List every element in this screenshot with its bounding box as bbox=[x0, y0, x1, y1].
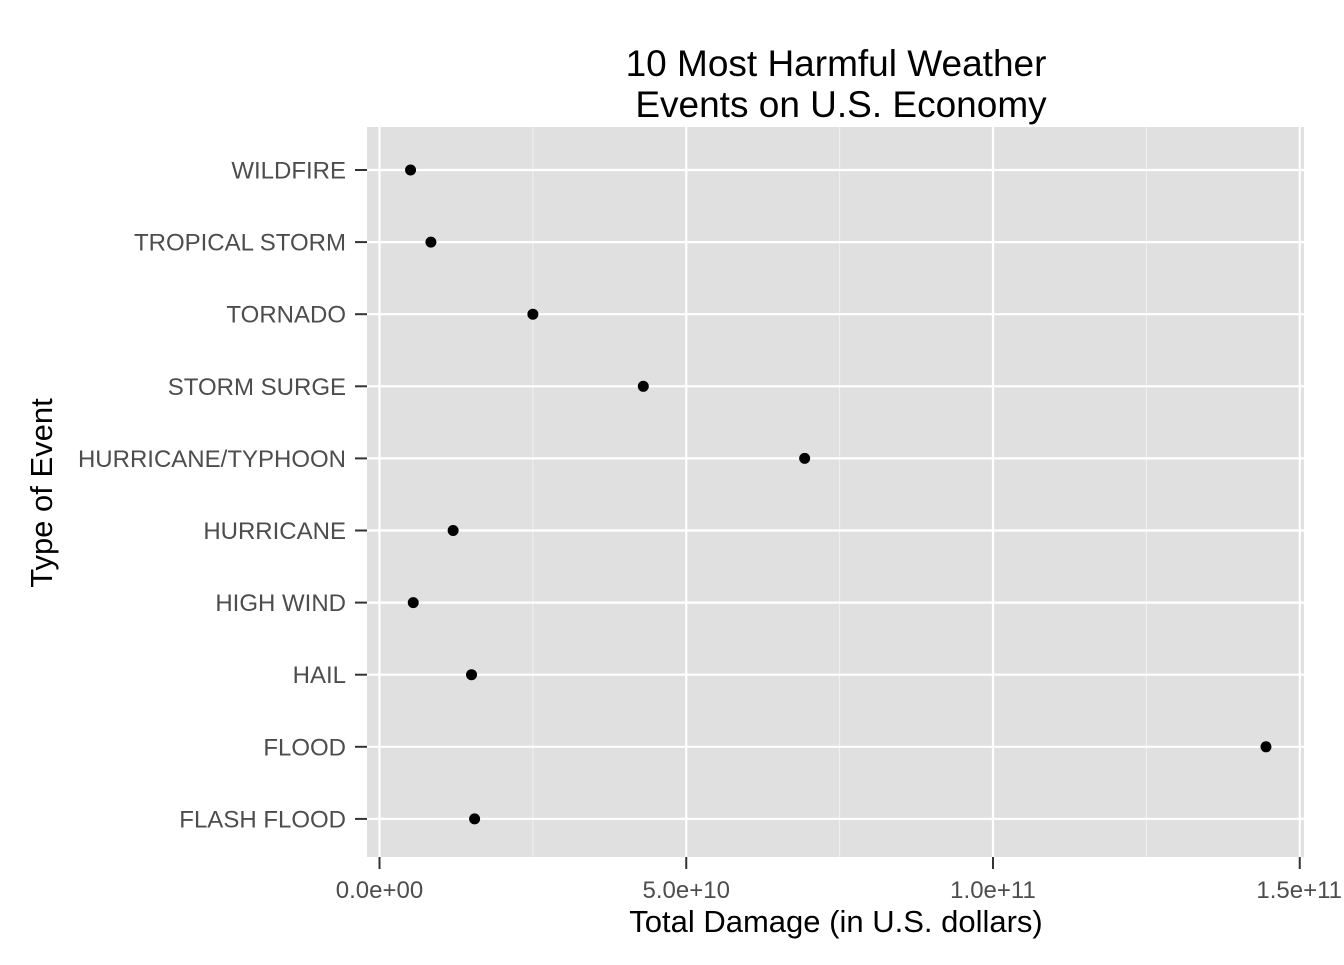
y-axis-ticks: WILDFIRE TROPICAL STORM TORNADO STORM SURGE… bbox=[78, 158, 367, 833]
y-tick-label-4: HURRICANE/TYPHOON bbox=[78, 446, 346, 473]
x-axis-title: Total Damage (in U.S. dollars) bbox=[629, 904, 1043, 939]
x-tick-label-1: 5.0e+10 bbox=[643, 877, 730, 904]
y-tick-label-5: HURRICANE bbox=[203, 518, 346, 545]
y-tick-label-1: TROPICAL STORM bbox=[134, 230, 346, 257]
chart-title-line-1: 10 Most Harmful Weather bbox=[626, 43, 1047, 84]
x-tick-label-3: 1.5e+11 bbox=[1256, 877, 1342, 904]
y-axis-title: Type of Event bbox=[24, 398, 59, 588]
plot-panel bbox=[367, 127, 1304, 857]
y-tick-label-9: FLASH FLOOD bbox=[179, 806, 346, 833]
data-point-0 bbox=[405, 164, 417, 176]
x-tick-label-2: 1.0e+11 bbox=[950, 877, 1036, 904]
y-tick-label-3: STORM SURGE bbox=[168, 374, 346, 401]
data-point-7 bbox=[466, 669, 478, 681]
x-tick-label-0: 0.0e+00 bbox=[336, 877, 423, 904]
data-point-2 bbox=[527, 308, 539, 320]
y-tick-label-8: FLOOD bbox=[263, 734, 346, 761]
data-point-9 bbox=[469, 813, 481, 825]
data-point-4 bbox=[799, 452, 811, 464]
minor-gridlines bbox=[532, 127, 1147, 857]
y-tick-label-7: HAIL bbox=[293, 662, 346, 689]
data-point-8 bbox=[1260, 741, 1272, 753]
data-point-5 bbox=[447, 525, 459, 536]
y-tick-label-6: HIGH WIND bbox=[215, 590, 346, 617]
data-point-1 bbox=[425, 236, 437, 248]
y-tick-label-0: WILDFIRE bbox=[231, 158, 346, 185]
x-axis-ticks: 0.0e+00 5.0e+10 1.0e+11 1.5e+11 bbox=[336, 857, 1342, 904]
major-gridlines bbox=[367, 127, 1304, 857]
data-point-3 bbox=[637, 380, 649, 392]
data-points bbox=[405, 164, 1272, 825]
data-point-6 bbox=[407, 597, 419, 609]
chart-title-line-2: Events on U.S. Economy bbox=[635, 84, 1047, 125]
y-tick-label-2: TORNADO bbox=[226, 302, 346, 329]
